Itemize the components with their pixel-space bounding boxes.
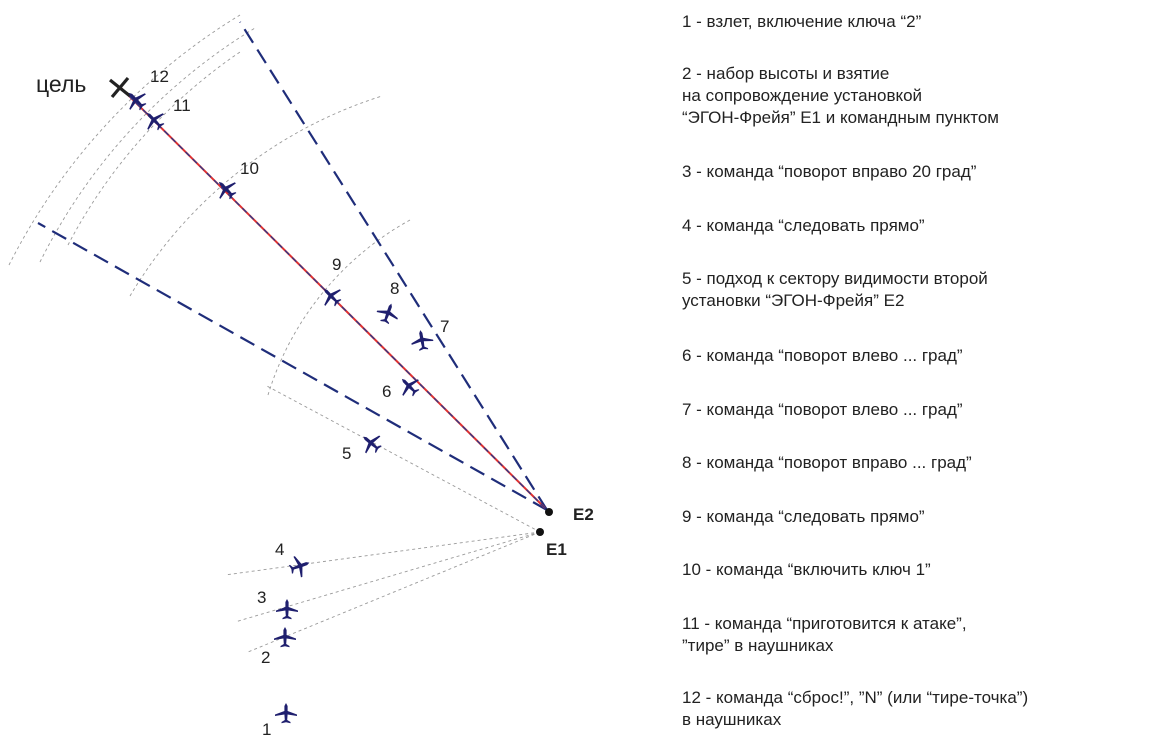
target-marker: цель xyxy=(36,71,131,99)
position-label: 6 xyxy=(382,382,391,401)
aircraft-icon xyxy=(356,428,386,458)
visibility-sector xyxy=(37,21,548,511)
station-e2-dot xyxy=(545,508,553,516)
legend-item-12: 12 - команда “сброс!”, ”N” (или “тире-то… xyxy=(682,688,1029,729)
legend-item-11: 11 - команда “приготовится к атаке”, ”ти… xyxy=(682,614,967,655)
guide-line-5 xyxy=(264,384,541,533)
sector-line-bottom xyxy=(37,222,548,511)
position-label: 8 xyxy=(390,279,399,298)
station-e1-label: E1 xyxy=(546,540,567,559)
position-label: 7 xyxy=(440,317,449,336)
position-label: 1 xyxy=(262,720,271,737)
position-label: 4 xyxy=(275,540,284,559)
aircraft-positions xyxy=(121,85,435,724)
aircraft-icon xyxy=(211,174,241,204)
position-label: 10 xyxy=(240,159,259,178)
station-e2-label: E2 xyxy=(573,505,594,524)
aircraft-icon xyxy=(394,371,424,401)
legend-item-2: 2 - набор высоты и взятие на сопровожден… xyxy=(682,64,999,127)
legend-item-8: 8 - команда “поворот вправо ... град” xyxy=(682,453,972,472)
position-label: 3 xyxy=(257,588,266,607)
guide-line-2 xyxy=(247,531,541,653)
ground-stations: E2 E1 xyxy=(536,505,594,559)
range-arc-4 xyxy=(129,95,383,297)
aircraft-icon xyxy=(286,552,314,580)
position-label: 5 xyxy=(342,444,351,463)
position-labels: 1 2 3 4 5 6 7 8 9 10 11 12 xyxy=(150,67,449,737)
sector-line-top xyxy=(239,21,548,511)
legend-item-4: 4 - команда “следовать прямо” xyxy=(682,216,925,235)
range-arc-1 xyxy=(8,14,241,266)
legend-item-7: 7 - команда “поворот влево ... град” xyxy=(682,400,963,419)
aircraft-icon xyxy=(374,299,402,327)
legend-item-6: 6 - команда “поворот влево ... град” xyxy=(682,346,963,365)
target-cross-icon xyxy=(109,76,131,99)
target-label: цель xyxy=(36,71,86,97)
legend-item-10: 10 - команда “включить ключ 1” xyxy=(682,560,931,579)
legend: 1 - взлет, включение ключа “2” 2 - набор… xyxy=(682,0,1172,737)
legend-item-9: 9 - команда “следовать прямо” xyxy=(682,507,925,526)
position-label: 11 xyxy=(173,96,191,115)
position-label: 2 xyxy=(261,648,270,667)
range-arcs xyxy=(8,14,411,396)
station-e1-dot xyxy=(536,528,544,536)
legend-item-1: 1 - взлет, включение ключа “2” xyxy=(682,12,922,31)
range-arc-3 xyxy=(67,51,241,246)
aircraft-icon xyxy=(275,703,297,724)
aircraft-icon xyxy=(121,85,151,115)
range-arc-5 xyxy=(267,219,411,396)
legend-item-5: 5 - подход к сектору видимости второй ус… xyxy=(682,269,988,310)
aircraft-icon xyxy=(274,627,296,648)
position-label: 9 xyxy=(332,255,341,274)
range-arc-2 xyxy=(39,27,256,263)
guide-line-4 xyxy=(224,531,541,576)
legend-item-3: 3 - команда “поворот вправо 20 град” xyxy=(682,162,977,181)
aircraft-icon xyxy=(409,328,435,352)
position-label: 12 xyxy=(150,67,169,86)
